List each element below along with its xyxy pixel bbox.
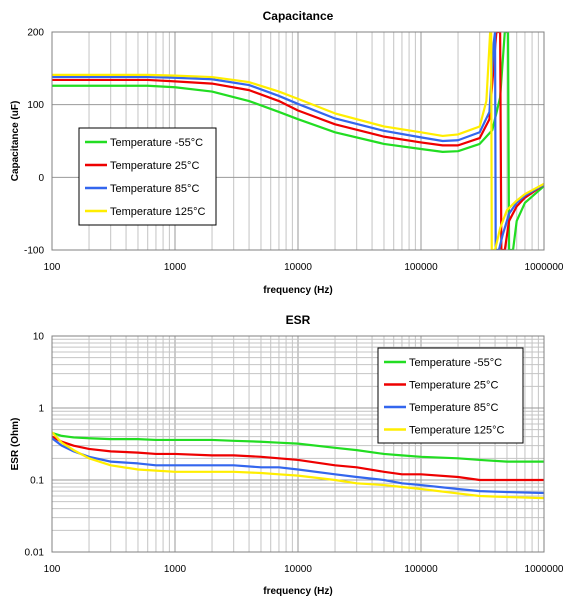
legend-box [78, 127, 217, 226]
x-tick-label: 100 [44, 564, 61, 575]
x-tick-label: 100000 [404, 262, 438, 273]
series-group [52, 431, 544, 500]
series-line-0 [52, 32, 544, 250]
x-tick-label: 1000 [164, 262, 187, 273]
legend: Temperature -55°C Temperature 25°C Tempera… [377, 347, 524, 444]
series-line-2 [52, 437, 544, 495]
series-line-3 [52, 431, 544, 500]
series-line-2 [52, 32, 544, 250]
y-tick-label: -100 [24, 246, 44, 257]
legend-label: Temperature 25°C [409, 380, 498, 392]
y-tick-label: 0.1 [30, 476, 44, 487]
x-tick-label: 1000 [164, 564, 187, 575]
legend-label: Temperature 85°C [409, 402, 498, 414]
y-tick-label: 100 [27, 100, 44, 111]
series-group [52, 32, 544, 250]
grid [51, 336, 544, 553]
legend-label: Temperature 125°C [110, 206, 206, 218]
plot-frame [51, 335, 545, 553]
chart-title: Capacitance [263, 9, 334, 23]
x-axis-label: frequency (Hz) [263, 586, 332, 597]
series-line-1 [52, 32, 544, 250]
legend-label: Temperature 85°C [110, 183, 199, 195]
y-axis-label: Capacitance (uF) [10, 101, 21, 182]
x-tick-label: 1000000 [525, 262, 564, 273]
legend-label: Temperature 25°C [110, 160, 199, 172]
y-tick-label: 0 [38, 173, 44, 184]
y-tick-label: 1 [38, 404, 44, 415]
x-axis-label: frequency (Hz) [263, 285, 332, 296]
x-tick-label: 10000 [284, 564, 312, 575]
chart-0: 100 1000 10000 100000 1000000 -100 0 100 200 Capa… [10, 9, 564, 296]
y-tick-label: 0.01 [25, 548, 45, 559]
legend-box [377, 347, 524, 444]
x-tick-label: 1000000 [525, 564, 564, 575]
legend-label: Temperature -55°C [409, 357, 502, 369]
y-tick-label: 10 [33, 332, 45, 343]
series-line-0 [52, 431, 544, 463]
series-line-3 [52, 32, 544, 250]
y-axis-label: ESR (Ohm) [10, 418, 21, 471]
x-tick-label: 100000 [404, 564, 438, 575]
x-tick-label: 100 [44, 262, 61, 273]
legend-label: Temperature 125°C [409, 425, 505, 437]
legend: Temperature -55°C Temperature 25°C Tempera… [78, 127, 217, 226]
series-line-1 [52, 435, 544, 482]
y-tick-label: 200 [27, 28, 44, 39]
x-tick-label: 10000 [284, 262, 312, 273]
chart-title: ESR [286, 313, 311, 327]
chart-1: 100 1000 10000 100000 1000000 0.01 0.1 1 10 ESR fr… [10, 313, 564, 597]
legend-label: Temperature -55°C [110, 137, 203, 149]
plot-frame [51, 31, 545, 251]
